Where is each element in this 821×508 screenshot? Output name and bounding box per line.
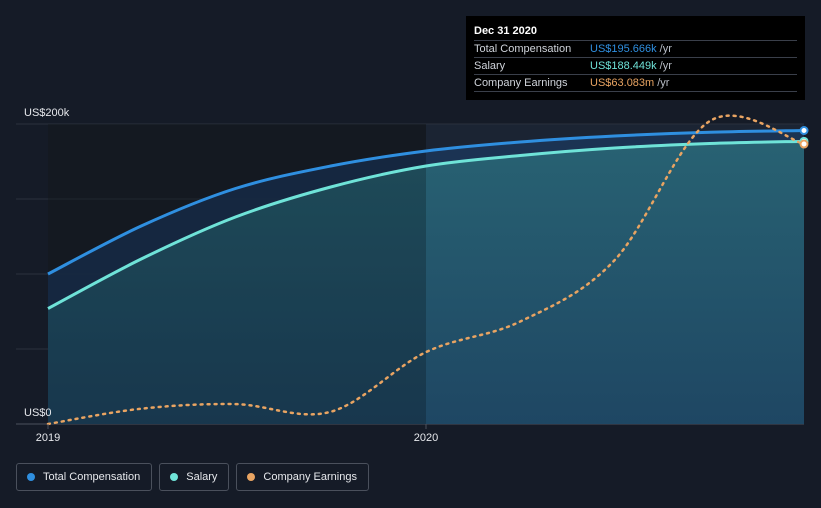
chart-legend: Total Compensation Salary Company Earnin… (16, 463, 369, 491)
tooltip-row-salary: Salary US$188.449k /yr (474, 57, 797, 74)
legend-item-total-compensation[interactable]: Total Compensation (16, 463, 153, 491)
tooltip-label: Total Compensation (474, 43, 572, 55)
legend-dot-icon (247, 473, 256, 481)
tooltip-unit: /yr (659, 60, 672, 72)
tooltip-row-total-compensation: Total Compensation US$195.666k /yr (474, 40, 797, 57)
legend-item-salary[interactable]: Salary (159, 463, 230, 491)
tooltip-label: Company Earnings (474, 77, 568, 89)
tooltip-value: US$188.449k (590, 60, 657, 72)
tooltip-unit: /yr (657, 77, 670, 89)
tooltip-label: Salary (474, 60, 506, 72)
salary-area (48, 141, 804, 424)
data-tooltip: Dec 31 2020 Total Compensation US$195.66… (466, 16, 805, 100)
past-period-shade (48, 124, 426, 424)
legend-dot-icon (27, 473, 35, 481)
total-compensation-point (799, 126, 809, 136)
y-tick-label: US$0 (24, 407, 52, 419)
tooltip-value: US$63.083m (590, 77, 655, 89)
tooltip-row-company-earnings: Company Earnings US$63.083m /yr (474, 74, 797, 92)
legend-label: Salary (186, 471, 218, 483)
legend-item-company-earnings[interactable]: Company Earnings (236, 463, 369, 491)
x-tick-label: 2020 (414, 432, 438, 444)
legend-label: Total Compensation (43, 471, 141, 483)
total-compensation-line (47, 129, 805, 276)
tooltip-date: Dec 31 2020 (474, 25, 537, 37)
legend-label: Company Earnings (263, 471, 357, 483)
tooltip-value: US$195.666k (590, 43, 657, 55)
company-earnings-point (799, 139, 809, 149)
legend-dot-icon (170, 473, 179, 481)
tooltip-unit: /yr (659, 43, 672, 55)
salary-line (47, 139, 805, 310)
y-tick-label: US$200k (24, 107, 70, 119)
x-tick-label: 2019 (36, 432, 60, 444)
company-earnings-line (46, 114, 806, 426)
